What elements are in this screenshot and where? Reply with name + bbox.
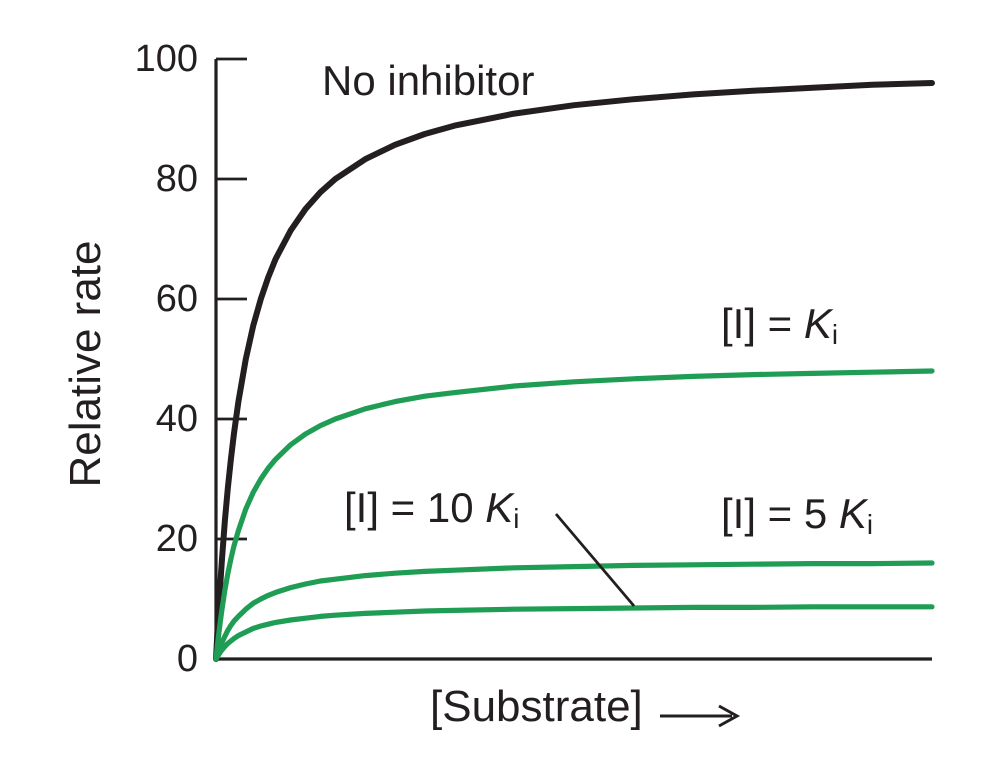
y-tick-label-0: 0 xyxy=(176,638,198,680)
right-arrow-head-icon xyxy=(718,704,741,728)
y-tick-label-20: 20 xyxy=(155,518,198,560)
label-k-italic: K xyxy=(838,490,867,537)
label-k-italic: K xyxy=(485,484,514,531)
curve-i-equals-5ki xyxy=(213,560,935,662)
label-subscript: i xyxy=(866,509,874,541)
label-prefix: [I] = xyxy=(721,300,804,347)
label-subscript: i xyxy=(513,503,520,535)
curve-label-i-equals-ki: [I] = Ki xyxy=(721,301,838,358)
curve-i-equals-10ki xyxy=(213,604,935,662)
label-k-italic: K xyxy=(803,300,832,347)
label-subscript: i xyxy=(831,319,839,351)
y-tick-label-40: 40 xyxy=(155,398,198,440)
curve-label-no-inhibitor-text: No inhibitor xyxy=(322,57,535,104)
curve-label-i-equals-5ki: [I] = 5 Ki xyxy=(721,491,873,548)
curve-i-equals-ki xyxy=(213,368,935,662)
axes xyxy=(214,59,932,661)
y-tick-label-60: 60 xyxy=(155,278,198,320)
y-axis-title: Relative rate xyxy=(61,240,110,488)
curve-label-no-inhibitor: No inhibitor xyxy=(322,58,534,104)
label-prefix: [I] = 5 xyxy=(721,490,839,537)
curve-label-i-equals-10ki: [I] = 10 Ki xyxy=(344,485,519,542)
x-axis-title: [Substrate] xyxy=(430,682,643,731)
y-tick-label-100: 100 xyxy=(134,38,198,80)
label-prefix: [I] = 10 xyxy=(344,484,486,531)
curve-no-inhibitor xyxy=(213,80,935,662)
leader-line-10ki xyxy=(554,513,636,607)
y-tick-label-80: 80 xyxy=(155,158,198,200)
